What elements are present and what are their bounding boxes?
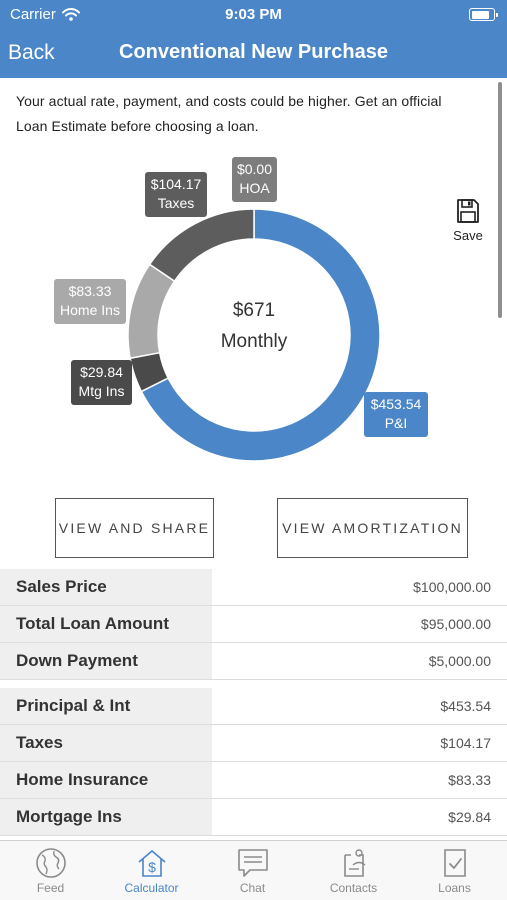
row-value: $5,000.00 <box>428 653 491 669</box>
tab-calculator[interactable]: $ Calculator <box>101 841 202 900</box>
row-label: Down Payment <box>0 643 212 679</box>
callout-mortgage-insurance-value: $29.84 <box>80 364 123 380</box>
table-row-mortgage-ins: Mortgage Ins $29.84 <box>0 799 507 836</box>
callout-principal-interest-value: $453.54 <box>370 396 422 412</box>
battery-level <box>471 10 489 19</box>
carrier-label: Carrier <box>10 6 56 23</box>
payment-donut-chart <box>0 140 507 480</box>
callout-home-insurance: $83.33 Home Ins <box>54 279 126 324</box>
tab-loans[interactable]: Loans <box>404 841 505 900</box>
donut-slice-p-i <box>140 208 381 462</box>
row-value: $29.84 <box>448 809 491 825</box>
row-value: $95,000.00 <box>420 616 491 632</box>
callout-hoa-label: HOA <box>239 180 270 196</box>
table-row-sales-price: Sales Price $100,000.00 <box>0 569 507 606</box>
callout-mortgage-insurance: $29.84 Mtg Ins <box>71 360 132 405</box>
page-title: Conventional New Purchase <box>119 41 388 63</box>
view-amortization-button[interactable]: VIEW AMORTIZATION <box>277 498 468 558</box>
table-row-home-insurance: Home Insurance $83.33 <box>0 762 507 799</box>
callout-taxes: $104.17 Taxes <box>145 172 207 217</box>
callout-hoa: $0.00 HOA <box>232 157 277 202</box>
disclaimer-text: Your actual rate, payment, and costs cou… <box>16 89 486 139</box>
row-label: Total Loan Amount <box>0 606 212 642</box>
row-label: Mortgage Ins <box>0 799 212 835</box>
tab-loans-label: Loans <box>438 881 471 895</box>
donut-svg <box>127 208 381 462</box>
document-check-icon <box>443 849 466 877</box>
callout-hoa-value: $0.00 <box>236 161 273 177</box>
table-row-taxes: Taxes $104.17 <box>0 725 507 762</box>
carrier-indicator: Carrier <box>10 6 80 23</box>
row-value: $100,000.00 <box>413 579 491 595</box>
chat-bubble-icon <box>237 849 268 877</box>
callout-taxes-value: $104.17 <box>150 176 202 192</box>
row-value: $453.54 <box>440 698 491 714</box>
disclaimer-line-1: Your actual rate, payment, and costs cou… <box>16 93 442 109</box>
tab-contacts-label: Contacts <box>329 881 378 895</box>
clock: 9:03 PM <box>225 6 282 23</box>
tab-calculator-label: Calculator <box>124 881 179 895</box>
disclaimer-line-2: Loan Estimate before choosing a loan. <box>16 118 259 134</box>
back-button[interactable]: Back <box>8 41 55 64</box>
view-and-share-button[interactable]: VIEW AND SHARE <box>55 498 214 558</box>
svg-text:$: $ <box>148 859 156 875</box>
contacts-icon <box>343 849 365 877</box>
save-label: Save <box>453 228 483 243</box>
save-button[interactable]: Save <box>448 198 488 243</box>
house-dollar-icon: $ <box>137 850 166 877</box>
tab-feed-label: Feed <box>36 881 65 895</box>
wifi-icon <box>61 8 80 21</box>
globe-icon <box>35 848 66 878</box>
row-label: Sales Price <box>0 569 212 605</box>
row-value: $104.17 <box>440 735 491 751</box>
tab-bar: Feed $ Calculator Chat Contacts Loans <box>0 840 507 900</box>
scroll-indicator[interactable] <box>498 82 502 318</box>
monthly-total-value: $671 <box>232 300 276 321</box>
callout-mortgage-insurance-label: Mtg Ins <box>78 383 125 399</box>
battery-icon <box>469 8 498 21</box>
table-row-principal-int: Principal & Int $453.54 <box>0 688 507 725</box>
callout-home-insurance-label: Home Ins <box>60 302 120 318</box>
monthly-total-label: Monthly <box>220 331 288 352</box>
callout-taxes-label: Taxes <box>157 195 195 211</box>
tab-chat-label: Chat <box>239 881 266 895</box>
row-label: Taxes <box>0 725 212 761</box>
tab-contacts[interactable]: Contacts <box>303 841 404 900</box>
callout-principal-interest: $453.54 P&I <box>364 392 428 437</box>
loan-summary-table: Sales Price $100,000.00 Total Loan Amoun… <box>0 569 507 680</box>
row-label: Principal & Int <box>0 688 212 724</box>
donut-slice-taxes <box>148 208 255 283</box>
floppy-disk-icon <box>457 199 479 223</box>
row-value: $83.33 <box>448 772 491 788</box>
table-row-total-loan-amount: Total Loan Amount $95,000.00 <box>0 606 507 643</box>
callout-principal-interest-label: P&I <box>384 415 408 431</box>
status-bar: Carrier 9:03 PM <box>0 0 507 30</box>
table-row-down-payment: Down Payment $5,000.00 <box>0 643 507 680</box>
tab-chat[interactable]: Chat <box>202 841 303 900</box>
payment-breakdown-table: Principal & Int $453.54 Taxes $104.17 Ho… <box>0 688 507 836</box>
row-label: Home Insurance <box>0 762 212 798</box>
tab-feed[interactable]: Feed <box>0 841 101 900</box>
callout-home-insurance-value: $83.33 <box>68 283 112 299</box>
navigation-bar: Back Conventional New Purchase <box>0 30 507 78</box>
